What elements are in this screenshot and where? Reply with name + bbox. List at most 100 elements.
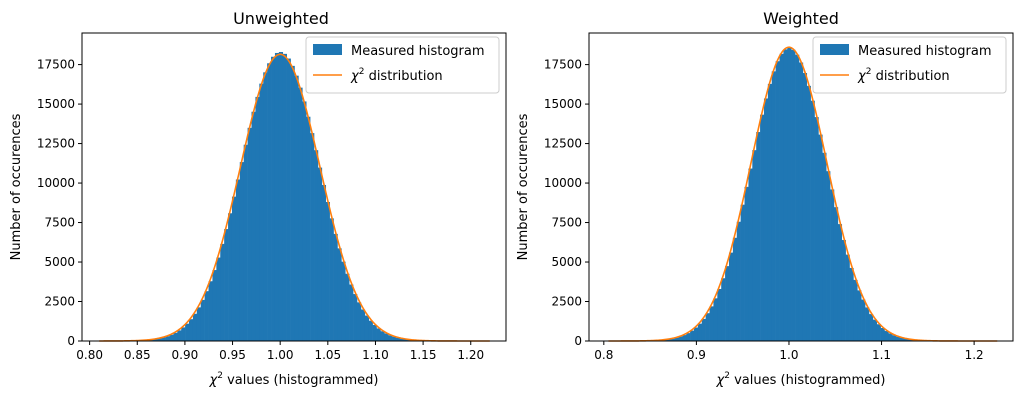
x-tick-label: 0.80 [76,348,103,362]
histogram-bar [865,307,870,341]
histogram-bar [837,224,843,341]
y-tick-label: 0 [574,334,582,348]
x-axis-ticks: 0.8 0.9 1.0 1.1 1.2 [594,341,984,362]
histogram-bar [341,261,346,341]
legend-label-chi2: χ2 distribution [350,67,443,84]
y-tick-label: 15000 [37,97,75,111]
histogram-bar [329,218,334,341]
histogram-bar [728,252,734,341]
histogram-bar [686,333,691,341]
histogram-bar [775,61,780,342]
y-tick-label: 15000 [544,97,582,111]
y-tick-label: 17500 [544,58,582,72]
chart-weighted: Weighted 0.8 0.9 1.0 1.1 1.2 0 2500 5000 7500 10… [516,9,1014,388]
histogram-bar [247,127,252,341]
x-tick-label: 1.0 [779,348,798,362]
histogram-bar [826,171,831,341]
histogram-bar [243,144,248,341]
histogram-bar [752,150,757,341]
histogram-bar [709,306,714,341]
x-tick-label: 0.8 [594,348,613,362]
histogram-bar [317,167,323,341]
x-axis-ticks: 0.80 0.85 0.90 0.95 1.00 1.05 1.10 1.15 1.20 [76,341,484,362]
histogram-bar [756,132,761,341]
histogram-bar [157,338,162,341]
histogram-bar [857,290,862,341]
y-axis-ticks: 0 2500 5000 7500 10000 12500 15000 17500 [37,58,82,348]
histogram-bar [310,133,315,341]
legend: Measured histogram χ2 distribution [305,36,500,94]
histogram-bar [678,336,683,341]
legend-patch-histogram [820,44,849,55]
histogram-bar [868,314,874,341]
histogram-bar [767,83,773,341]
histogram-bar [705,313,710,341]
y-tick-label: 5000 [551,255,582,269]
histogram-bar [392,336,397,341]
histogram-bar [189,319,194,341]
histogram-bar [674,337,679,341]
legend-label-histogram: Measured histogram [858,44,992,59]
histogram-bar [149,339,155,341]
histogram-bars [99,51,491,342]
histogram-bar [721,278,726,341]
histogram-bar [892,335,897,341]
histogram-bar [791,49,796,341]
histogram-bar [251,111,256,341]
chart-unweighted: Unweighted 0.80 0.85 0.90 0.95 1.00 1.05 1.10 1… [9,9,507,388]
x-tick-label: 1.20 [457,348,484,362]
histogram-bar [783,49,788,342]
histogram-bar [896,336,901,341]
histogram-bar [810,100,815,341]
histogram-bar [853,279,858,341]
histogram-bar [907,339,913,341]
legend: Measured histogram χ2 distribution [812,36,1007,94]
x-tick-label: 1.05 [314,348,341,362]
y-tick-label: 17500 [37,58,75,72]
histogram-bar [717,288,722,341]
histogram-bar [196,307,202,341]
histogram-bar [153,339,159,341]
histogram-bar [267,63,272,342]
histogram-bar [666,339,671,341]
y-tick-label: 10000 [544,176,582,190]
y-tick-label: 0 [67,334,75,348]
histogram-bar [736,221,741,341]
histogram-bar [403,339,409,341]
legend-label-histogram: Measured histogram [351,44,485,59]
histogram-bar [204,291,209,341]
histogram-bar [682,335,687,341]
y-tick-label: 2500 [44,295,75,309]
histogram-bar [185,323,190,341]
histogram-bar [173,332,178,341]
histogram-bar [321,184,327,341]
histogram-bar [314,150,319,341]
histogram-bar [228,213,233,341]
y-tick-label: 12500 [37,137,75,151]
histogram-bar [830,189,835,341]
histogram-bar [763,98,769,341]
histogram-bar [771,71,776,342]
histogram-bar [290,65,295,341]
histogram-bar [725,266,730,341]
x-axis-label: χ2 values (histogrammed) [716,371,886,388]
histogram-bar [192,313,198,341]
histogram-bar [181,327,186,341]
histogram-bar [372,324,377,341]
x-axis-label: χ2 values (histogrammed) [209,371,379,388]
x-tick-label: 0.90 [172,348,199,362]
histogram-bar [787,48,792,342]
legend-patch-histogram [313,44,342,55]
histogram-bar [798,62,804,342]
y-tick-label: 12500 [544,137,582,151]
histogram-bar [903,338,909,341]
legend-label-chi2: χ2 distribution [857,67,950,84]
x-tick-label: 1.1 [872,348,891,362]
histogram-bar [693,327,699,341]
x-tick-label: 1.00 [267,348,294,362]
histogram-bar [407,339,412,341]
histogram-bar [353,294,358,341]
histogram-bar [384,333,389,341]
histogram-bar [337,248,342,341]
